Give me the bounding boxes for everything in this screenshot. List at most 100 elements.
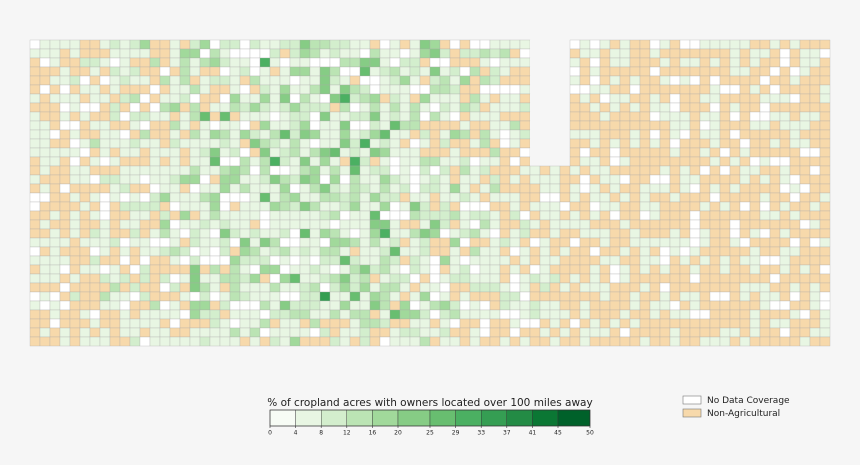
county — [609, 66, 621, 77]
county — [229, 111, 241, 122]
county — [159, 300, 171, 311]
county — [359, 327, 371, 338]
county — [329, 75, 341, 86]
county — [579, 57, 591, 68]
county — [509, 66, 521, 77]
county — [639, 210, 651, 221]
county — [589, 138, 601, 149]
county — [759, 210, 771, 221]
county — [169, 156, 181, 167]
county — [459, 273, 471, 284]
county — [69, 66, 81, 77]
county — [299, 102, 311, 113]
county — [469, 183, 481, 194]
county — [29, 228, 41, 239]
county — [669, 273, 681, 284]
county — [619, 336, 631, 347]
county — [449, 174, 461, 185]
county — [369, 246, 381, 257]
county — [179, 246, 191, 257]
county — [319, 192, 331, 203]
county — [429, 66, 441, 77]
county — [819, 111, 831, 122]
county — [509, 48, 521, 59]
county — [639, 102, 651, 113]
county — [559, 165, 571, 176]
county — [509, 120, 521, 131]
county — [209, 264, 221, 275]
county — [409, 327, 421, 338]
county — [609, 57, 621, 68]
county — [119, 156, 131, 167]
county — [469, 336, 481, 347]
county — [169, 138, 181, 149]
county — [529, 183, 541, 194]
county — [369, 174, 381, 185]
county — [209, 282, 221, 293]
county — [679, 291, 691, 302]
county — [639, 327, 651, 338]
county — [319, 156, 331, 167]
county — [609, 48, 621, 59]
county — [579, 48, 591, 59]
county — [259, 165, 271, 176]
county — [159, 282, 171, 293]
county — [109, 57, 121, 68]
county — [149, 147, 161, 158]
county — [49, 147, 61, 158]
county — [319, 264, 331, 275]
county — [419, 129, 431, 140]
county — [439, 318, 451, 329]
county — [229, 300, 241, 311]
county — [199, 210, 211, 221]
county — [559, 336, 571, 347]
county — [749, 219, 761, 230]
county — [799, 300, 811, 311]
county — [469, 201, 481, 212]
county — [389, 282, 401, 293]
county — [509, 174, 521, 185]
colorbar: 0 4 8 12 16 20 25 29 33 37 41 45 50 — [268, 409, 594, 437]
county — [469, 156, 481, 167]
county — [249, 336, 261, 347]
county — [29, 156, 41, 167]
county — [69, 264, 81, 275]
county — [549, 264, 561, 275]
county — [749, 102, 761, 113]
county — [409, 111, 421, 122]
county — [39, 309, 51, 320]
county — [679, 273, 691, 284]
county — [559, 282, 571, 293]
county — [209, 174, 221, 185]
county — [549, 183, 561, 194]
county — [99, 129, 111, 140]
county — [779, 201, 791, 212]
lake — [560, 67, 570, 76]
county — [559, 264, 571, 275]
county — [129, 300, 141, 311]
county — [29, 66, 41, 77]
county — [599, 237, 611, 248]
map — [29, 39, 831, 347]
county — [579, 192, 591, 203]
county — [149, 300, 161, 311]
county — [509, 219, 521, 230]
county — [519, 246, 531, 257]
county — [499, 255, 511, 266]
county — [159, 129, 171, 140]
county — [359, 102, 371, 113]
county — [129, 93, 141, 104]
county — [699, 192, 711, 203]
county — [789, 300, 801, 311]
county — [479, 336, 491, 347]
county — [649, 228, 661, 239]
county — [449, 120, 461, 131]
county — [519, 57, 531, 68]
county — [499, 246, 511, 257]
county — [459, 300, 471, 311]
county — [169, 39, 181, 50]
county — [439, 210, 451, 221]
county — [399, 273, 411, 284]
county — [209, 291, 221, 302]
county — [339, 201, 351, 212]
